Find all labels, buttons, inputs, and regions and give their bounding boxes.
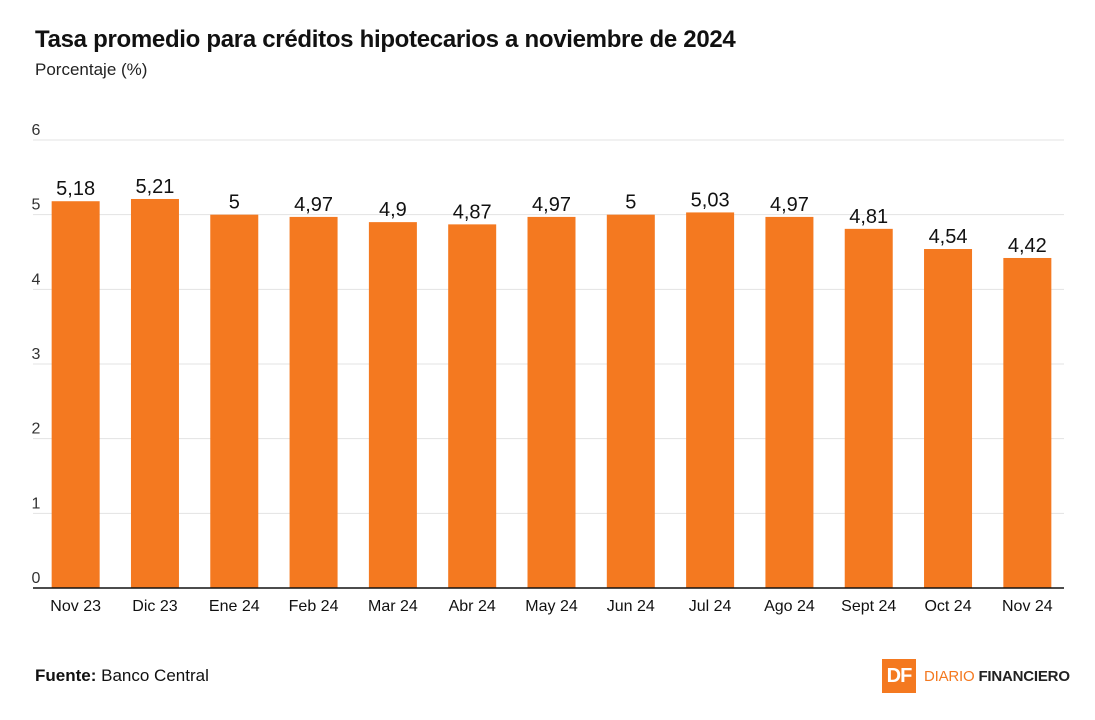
bar xyxy=(368,222,417,588)
data-label: 4,42 xyxy=(1008,235,1047,257)
chart-title: Tasa promedio para créditos hipotecarios… xyxy=(35,26,736,53)
chart-subtitle: Porcentaje (%) xyxy=(35,60,148,79)
data-label: 5,21 xyxy=(135,176,174,198)
x-tick-label: Jun 24 xyxy=(607,598,655,615)
source-note: Fuente: Banco Central xyxy=(35,666,209,686)
x-tick-label: Jul 24 xyxy=(689,598,732,615)
bar xyxy=(686,212,735,588)
brand-name-part1: DIARIO xyxy=(924,667,979,685)
y-tick-label: 0 xyxy=(32,570,41,587)
x-tick-label: Ene 24 xyxy=(209,598,260,615)
data-label: 5 xyxy=(625,192,636,214)
bar xyxy=(844,228,893,588)
data-label: 4,54 xyxy=(929,226,968,248)
data-label: 5 xyxy=(229,192,240,214)
brand-name: DIARIO FINANCIERO xyxy=(924,668,1070,685)
data-label: 4,9 xyxy=(379,199,407,221)
bar xyxy=(1003,257,1052,588)
x-tick-label: Sept 24 xyxy=(841,598,896,615)
x-tick-label: Nov 23 xyxy=(50,598,101,615)
data-label: 4,97 xyxy=(532,194,571,216)
y-tick-label: 3 xyxy=(32,346,41,363)
bar xyxy=(765,216,814,588)
x-tick-label: May 24 xyxy=(525,598,578,615)
y-tick-label: 5 xyxy=(32,197,41,214)
bar xyxy=(130,198,179,588)
bar xyxy=(289,216,338,588)
data-label: 4,87 xyxy=(453,201,492,223)
y-tick-label: 2 xyxy=(32,421,41,438)
x-tick-label: Dic 23 xyxy=(132,598,177,615)
brand-logo: DF DIARIO FINANCIERO xyxy=(882,659,1070,693)
data-label: 4,97 xyxy=(770,194,809,216)
bar xyxy=(51,201,100,588)
source-value: Banco Central xyxy=(101,666,209,685)
bar xyxy=(924,249,973,588)
data-label: 5,18 xyxy=(56,178,95,200)
bar xyxy=(606,214,655,588)
bar xyxy=(210,214,259,588)
brand-name-part2: FINANCIERO xyxy=(978,667,1070,685)
y-tick-label: 4 xyxy=(32,271,41,288)
source-label: Fuente: xyxy=(35,666,97,685)
x-tick-label: Ago 24 xyxy=(764,598,815,615)
data-label: 4,81 xyxy=(849,206,888,228)
x-tick-label: Abr 24 xyxy=(449,598,496,615)
x-tick-label: Mar 24 xyxy=(368,598,418,615)
data-label: 4,97 xyxy=(294,194,333,216)
y-tick-label: 1 xyxy=(32,495,41,512)
data-label: 5,03 xyxy=(691,189,730,211)
df-logo-icon: DF xyxy=(882,659,916,693)
y-tick-label: 6 xyxy=(32,122,41,139)
x-tick-label: Oct 24 xyxy=(924,598,971,615)
bar xyxy=(448,224,497,588)
x-tick-label: Feb 24 xyxy=(289,598,339,615)
x-tick-label: Nov 24 xyxy=(1002,598,1053,615)
bar xyxy=(527,216,576,588)
